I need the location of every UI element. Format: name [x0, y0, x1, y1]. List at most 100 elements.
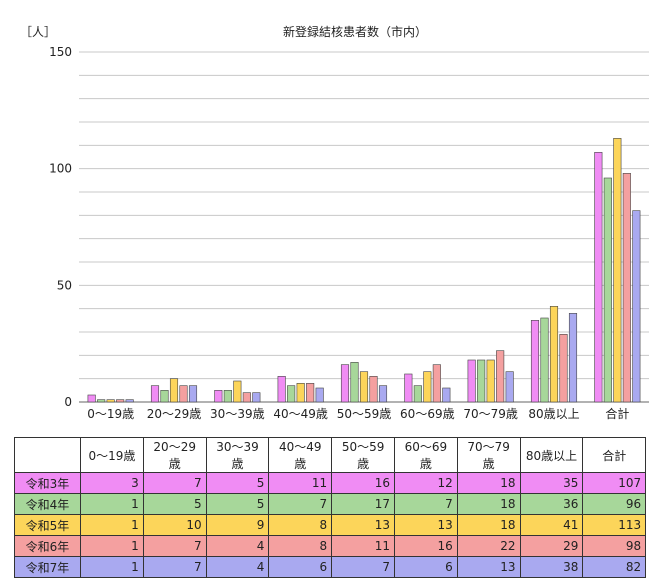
table-row: 令和3年 3 7 5 11 16 12 18 35 107 — [14, 472, 647, 494]
bar — [423, 371, 432, 403]
table-cell: 82 — [582, 556, 647, 578]
bar — [359, 371, 369, 403]
table-cell: 1 — [80, 556, 144, 578]
table-cell: 13 — [456, 556, 521, 578]
table-cell: 1 — [80, 493, 144, 515]
table-cell: 9 — [205, 514, 270, 536]
x-tick-label: 80歳以上 — [528, 407, 579, 421]
table-cell: 7 — [142, 556, 207, 578]
bar — [442, 387, 451, 403]
table-cell: 5 — [205, 472, 270, 494]
bar — [530, 320, 540, 403]
table-cell: 16 — [331, 472, 395, 494]
table-cell: 96 — [582, 493, 647, 515]
table-cell: 29 — [519, 535, 584, 557]
bar — [116, 399, 125, 403]
table-cell: 16 — [393, 535, 458, 557]
table-cell: 7 — [142, 535, 207, 557]
bar — [378, 385, 388, 403]
table-cell: 98 — [582, 535, 647, 557]
table-cell: 35 — [519, 472, 584, 494]
chart-title: 新登録結核患者数（市内） — [283, 24, 427, 39]
x-axis-ticks: 0～19歳 20～29歳 30～39歳 40～49歳 50～59歳 60～69歳 70～79… — [87, 406, 629, 421]
table-column-header: 0～19歳 — [80, 437, 144, 473]
table-cell: 5 — [142, 493, 207, 515]
table-row: 令和6年 1 7 4 8 11 16 22 29 98 — [14, 535, 647, 557]
x-tick-label: 0～19歳 — [87, 407, 134, 421]
y-tick-label: 50 — [57, 278, 72, 292]
table-row-label: 令和6年 — [14, 535, 81, 557]
bar — [540, 317, 549, 403]
y-axis-ticks: 0 50 100 150 — [49, 45, 72, 409]
table-cell: 4 — [205, 556, 270, 578]
table-cell: 4 — [205, 535, 270, 557]
bar — [179, 385, 188, 403]
x-tick-label: 合計 — [605, 406, 629, 421]
x-tick-label: 20～29歳 — [147, 407, 202, 421]
table-column-header: 70～79歳 — [456, 437, 521, 473]
bar — [160, 390, 169, 403]
x-tick-label: 60～69歳 — [400, 407, 455, 421]
table-cell: 1 — [80, 535, 144, 557]
table-row-label: 令和3年 — [14, 472, 81, 494]
table-cell: 17 — [331, 493, 395, 515]
bar — [287, 385, 296, 403]
data-table: 0～19歳 20～29歳 30～39歳 40～49歳 50～59歳 60～69歳 70～79… — [14, 437, 647, 578]
bar — [496, 350, 505, 403]
table-cell: 1 — [80, 514, 144, 536]
table-row: 令和7年 1 7 4 6 7 6 13 38 82 — [14, 556, 647, 578]
table-cell: 6 — [268, 556, 333, 578]
bars — [87, 138, 641, 403]
bar — [233, 380, 242, 403]
bar — [477, 359, 486, 403]
bar — [214, 390, 223, 403]
table-corner-cell — [14, 437, 81, 473]
table-cell: 13 — [393, 514, 458, 536]
bar — [486, 359, 495, 403]
table-cell: 18 — [456, 514, 521, 536]
table-cell: 11 — [331, 535, 395, 557]
table-cell: 8 — [268, 535, 333, 557]
bar — [613, 138, 622, 403]
table-column-header: 50～59歳 — [331, 437, 395, 473]
table-cell: 7 — [331, 556, 395, 578]
bar — [432, 364, 441, 403]
table-cell: 107 — [582, 472, 647, 494]
bar — [369, 376, 378, 403]
bar — [404, 373, 413, 403]
bar — [505, 371, 514, 403]
y-axis-label: ［人］ — [20, 25, 56, 39]
bar — [252, 392, 261, 403]
bar — [188, 385, 198, 403]
table-column-header: 合計 — [582, 437, 647, 473]
table-cell: 11 — [268, 472, 333, 494]
x-tick-label: 70～79歳 — [463, 407, 518, 421]
table-cell: 8 — [268, 514, 333, 536]
table-cell: 7 — [142, 472, 207, 494]
table-cell: 13 — [331, 514, 395, 536]
table-column-header: 30～39歳 — [205, 437, 270, 473]
bar — [296, 383, 305, 403]
bar — [125, 399, 134, 403]
bar — [467, 359, 476, 403]
table-cell: 3 — [80, 472, 144, 494]
x-tick-label: 30～39歳 — [210, 407, 265, 421]
table-cell: 22 — [456, 535, 521, 557]
table-header-row: 0～19歳 20～29歳 30～39歳 40～49歳 50～59歳 60～69歳 70～79… — [14, 437, 647, 473]
bar — [340, 364, 350, 403]
table-cell: 41 — [519, 514, 584, 536]
table-row-label: 令和7年 — [14, 556, 81, 578]
table-row-label: 令和5年 — [14, 514, 81, 536]
bar — [223, 390, 232, 403]
bar-chart: 新登録結核患者数（市内） ［人］ 0 50 100 150 0～19歳 20～29歳 30… — [20, 24, 649, 421]
bar — [87, 394, 96, 403]
table-cell: 18 — [456, 472, 521, 494]
bar — [169, 378, 179, 403]
bar — [106, 399, 115, 403]
bar — [559, 334, 568, 403]
bar — [568, 313, 578, 403]
bar — [603, 177, 612, 403]
table-column-header: 20～29歳 — [142, 437, 207, 473]
table-cell: 5 — [205, 493, 270, 515]
table-column-header: 40～49歳 — [268, 437, 333, 473]
